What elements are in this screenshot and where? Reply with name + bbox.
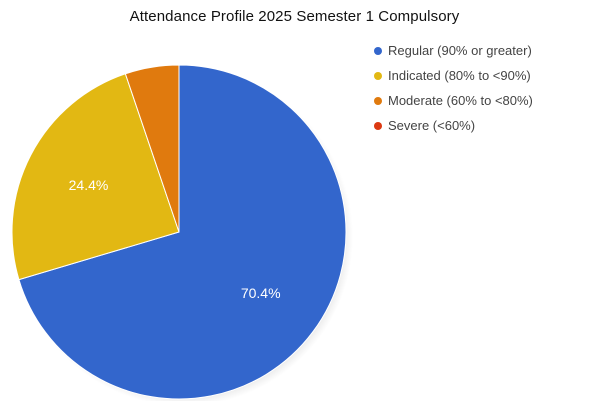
- pie-slice-moderate[interactable]: [124, 64, 180, 233]
- legend-swatch-icon: [374, 121, 382, 130]
- legend-item-moderate[interactable]: Moderate (60% to <80%): [374, 88, 586, 113]
- pie-slice-regular[interactable]: [18, 64, 347, 400]
- legend-label: Severe (<60%): [388, 118, 476, 133]
- legend-item-severe[interactable]: Severe (<60%): [374, 113, 586, 138]
- chart-legend: Regular (90% or greater) Indicated (80% t…: [374, 38, 586, 138]
- legend-swatch-icon: [374, 46, 382, 55]
- chart-title: Attendance Profile 2025 Semester 1 Compu…: [129, 8, 460, 25]
- legend-label: Regular (90% or greater): [388, 43, 532, 58]
- legend-item-indicated[interactable]: Indicated (80% to <90%): [374, 63, 586, 88]
- legend-swatch-icon: [374, 71, 382, 80]
- slice-label-indicated: 24.4%: [69, 177, 109, 193]
- legend-label: Moderate (60% to <80%): [388, 93, 533, 108]
- slice-label-regular: 70.4%: [241, 285, 281, 301]
- pie-slice-indicated[interactable]: [11, 73, 180, 281]
- legend-label: Indicated (80% to <90%): [388, 68, 531, 83]
- legend-swatch-icon: [374, 96, 382, 105]
- pie-labels: 70.4% 24.4%: [69, 177, 281, 301]
- legend-item-regular[interactable]: Regular (90% or greater): [374, 38, 586, 63]
- pie-slices: [11, 64, 347, 400]
